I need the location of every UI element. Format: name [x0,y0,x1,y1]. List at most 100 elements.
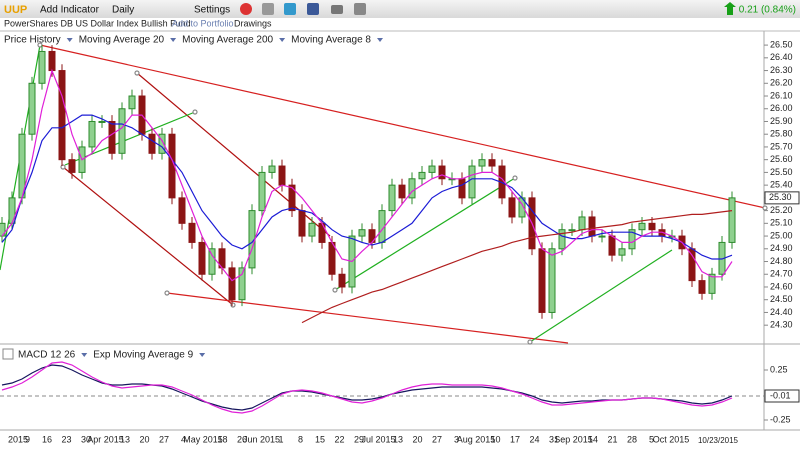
y-tick-label: 24.60 [770,281,793,291]
candle-body [178,197,186,224]
candle-body [438,165,446,180]
dropdown-arrow [81,353,88,357]
y-tick-label: 25.50 [770,167,793,177]
candle-body [158,133,166,154]
x-tick-label: 10 [490,434,500,444]
candle-body [398,184,406,199]
y-tick-label: 24.30 [770,320,793,330]
y-tick-label: 25.90 [770,116,793,126]
x-tick-label: 31 [549,434,559,444]
x-end-label: 10/23/2015 [698,436,739,445]
y-tick-label: 25.60 [770,154,793,164]
y-tick-label: 24.80 [770,256,793,266]
x-tick-label: 27 [159,434,169,444]
candle-body [338,273,346,288]
dropdown-arrow [199,353,206,357]
x-tick-label: 15 [315,434,325,444]
candle-body [648,222,656,231]
candle-body [38,50,46,84]
series-line [1,114,733,260]
x-tick-label: 27 [432,434,442,444]
dropdown-arrow [377,38,383,42]
y-tick-label: 25.80 [770,129,793,139]
y-tick-label: 24.50 [770,294,793,304]
candle-body [708,273,716,294]
legend-entry[interactable]: Moving Average 20 [79,35,165,46]
y-tick-label: 26.10 [770,90,793,100]
candle-body [478,159,486,167]
y-tick-label: 25.40 [770,180,793,190]
fund-name: PowerShares DB US Dollar Index Bullish F… [4,18,191,28]
candle-body [308,222,316,237]
candle-body [618,248,626,256]
x-tick-label: 24 [529,434,539,444]
add-to-portfolio[interactable]: Add to Portfolio [172,18,234,28]
candle-body [488,159,496,167]
y-tick-label: 26.30 [770,65,793,75]
x-tick-label: 18 [217,434,227,444]
dropdown-arrow [170,38,177,42]
x-tick-label: 14 [588,434,598,444]
candle-body [608,235,616,256]
symbol[interactable]: UUP [4,4,27,16]
legend-entry[interactable]: Moving Average 200 [182,35,273,46]
interval[interactable]: Daily [112,5,134,16]
y-tick-label: 24.90 [770,243,793,253]
candle-body [538,248,546,313]
y-tick-label: 0.25 [770,364,788,374]
candle-body [568,229,576,232]
candle-body [128,95,136,110]
legend-entry[interactable]: MACD 12 26 [18,350,76,361]
candle-body [268,165,276,173]
last-price-box [764,191,800,205]
x-tick-label: Jun 2015 [243,434,280,444]
candle-body [48,50,56,72]
y-tick-label: 26.00 [770,103,793,113]
x-tick-label: 8 [298,434,303,444]
toolbar [0,0,800,18]
y-tick-label: 25.00 [770,230,793,240]
x-tick-label: 3 [454,434,459,444]
x-tick-label: 2015 [8,434,28,444]
legend-entry[interactable]: Exp Moving Average 9 [93,350,193,361]
x-tick-label: Apr 2015 [87,434,124,444]
candle-body [698,280,706,294]
candle-body [428,165,436,173]
y-tick-label: 26.50 [770,39,793,49]
legend-entry[interactable]: Price History [4,35,61,46]
x-tick-label: Aug 2015 [457,434,496,444]
last-value-box [764,389,800,403]
dropdown-arrow [279,38,286,42]
candle-body [558,229,566,250]
x-tick-label: 9 [25,434,30,444]
candle-body [388,184,396,212]
candle-body [148,133,156,154]
last-price-label: 25.30 [769,192,792,202]
candle-body [28,82,36,135]
candle-body [458,178,466,199]
candle-body [188,222,196,243]
candle-body [198,241,206,275]
candle-body [68,159,76,173]
settings[interactable]: Settings [194,5,230,16]
x-tick-label: 17 [510,434,520,444]
candle-body [418,171,426,180]
add-indicator[interactable]: Add Indicator [40,5,100,16]
x-tick-label: 20 [412,434,422,444]
drawings[interactable]: Drawings [234,18,272,28]
toolbar-icons[interactable] [240,3,366,15]
x-tick-label: 4 [181,434,186,444]
x-tick-label: Jul 2015 [361,434,395,444]
candle-body [548,248,556,313]
candle-body [468,165,476,199]
candle-body [688,248,696,282]
panel-button[interactable] [2,348,14,360]
x-tick-label: 26 [237,434,247,444]
x-tick-label: 23 [61,434,71,444]
candle-body [238,267,246,301]
series-line [1,361,733,414]
legend-entry[interactable]: Moving Average 8 [291,35,371,46]
price-change: 0.21 (0.84%) [739,5,796,16]
x-tick-label: 29 [354,434,364,444]
